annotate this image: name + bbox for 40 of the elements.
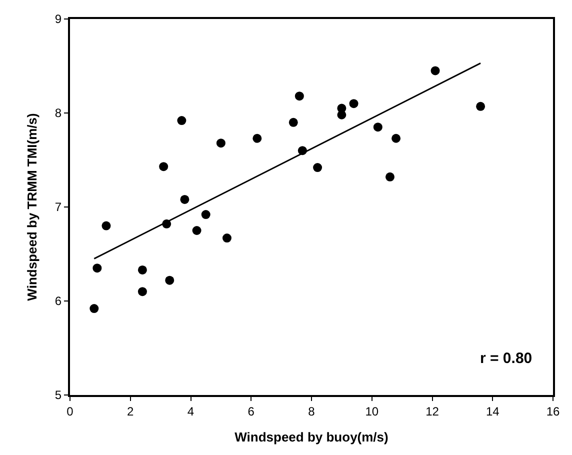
point bbox=[216, 138, 226, 148]
y-tick-label: 5 bbox=[54, 388, 62, 402]
x-tick-label: 6 bbox=[248, 404, 255, 418]
point bbox=[177, 116, 186, 126]
point bbox=[192, 226, 202, 235]
point bbox=[313, 163, 322, 172]
point bbox=[430, 66, 440, 76]
point bbox=[201, 210, 210, 220]
y-tick-label: 8 bbox=[54, 106, 62, 120]
x-tick-label: 16 bbox=[546, 404, 560, 418]
point bbox=[252, 134, 262, 143]
y-tick-label: 6 bbox=[54, 294, 62, 308]
point bbox=[373, 122, 382, 132]
point bbox=[392, 134, 401, 143]
point bbox=[294, 92, 304, 101]
point bbox=[90, 304, 99, 314]
x-tick-label: 12 bbox=[426, 404, 440, 418]
y-tick-label: 9 bbox=[54, 12, 62, 26]
point bbox=[222, 234, 232, 243]
y-axis-title: Windspeed by TRMM TMI(m/s) bbox=[24, 113, 40, 301]
point bbox=[92, 264, 102, 273]
point bbox=[288, 118, 298, 127]
x-tick-label: 0 bbox=[66, 404, 74, 418]
x-tick-label: 4 bbox=[187, 404, 194, 418]
point bbox=[138, 287, 147, 296]
point bbox=[349, 99, 358, 108]
x-tick-label: 14 bbox=[486, 404, 500, 418]
point bbox=[385, 172, 394, 182]
point bbox=[180, 194, 190, 204]
x-tick-label: 2 bbox=[127, 404, 134, 418]
point bbox=[159, 162, 168, 172]
x-tick-label: 8 bbox=[308, 404, 316, 418]
point bbox=[165, 276, 174, 285]
point bbox=[138, 265, 147, 274]
x-axis-title: Windspeed by buoy(m/s) bbox=[234, 430, 388, 444]
point bbox=[102, 221, 111, 230]
annotation: r = 0.80 bbox=[480, 350, 532, 367]
y-tick-label: 7 bbox=[54, 200, 62, 214]
point bbox=[476, 102, 486, 111]
x-tick-label: 10 bbox=[365, 404, 379, 418]
